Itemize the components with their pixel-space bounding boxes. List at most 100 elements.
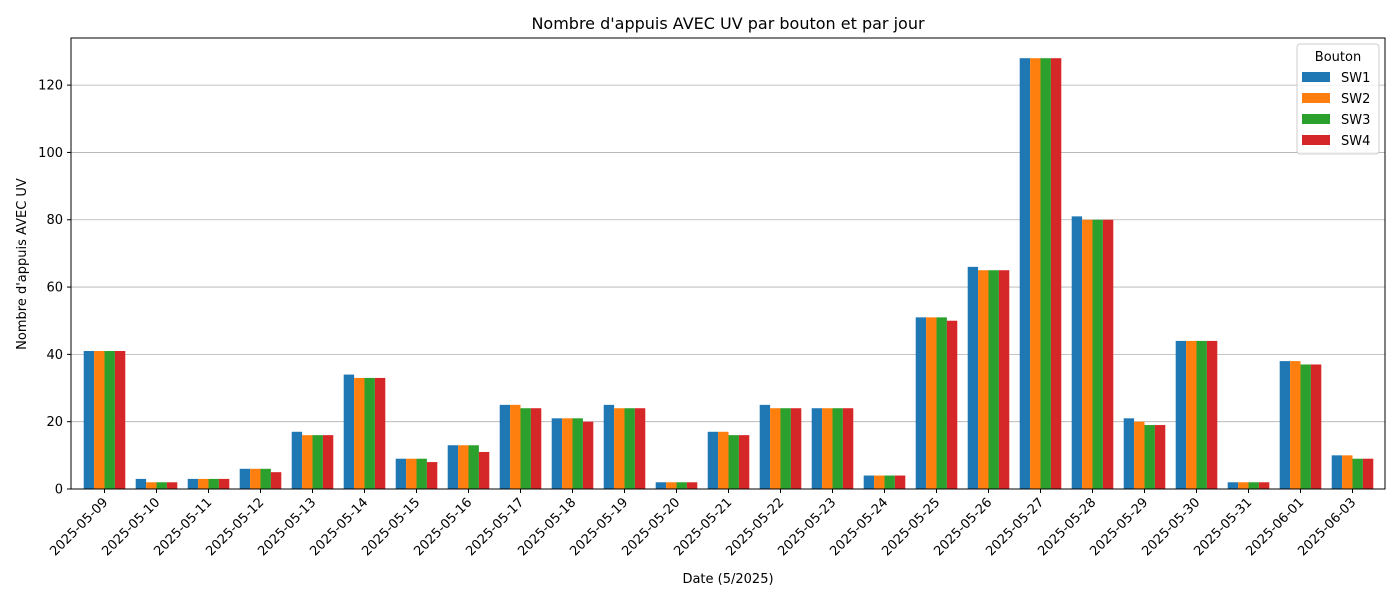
bar-sw2	[874, 475, 885, 489]
bar-sw2	[1082, 219, 1093, 489]
bar-sw1	[291, 431, 303, 489]
bar-sw3	[104, 351, 115, 489]
bar-sw2	[1342, 455, 1353, 489]
bar-sw4	[166, 482, 178, 489]
bar-sw2	[1290, 361, 1301, 489]
bar-sw4	[1258, 482, 1270, 489]
bar-sw2	[406, 458, 417, 489]
bar-sw4	[322, 435, 334, 489]
bar-sw1	[1175, 340, 1187, 489]
bar-sw4	[634, 408, 646, 489]
bar-sw1	[1071, 216, 1083, 489]
bar-sw2	[302, 435, 313, 489]
bar-sw1	[1331, 455, 1343, 489]
bar-sw4	[894, 475, 906, 489]
bar-sw3	[728, 435, 739, 489]
bar-sw2	[666, 482, 677, 489]
bar-sw1	[1279, 361, 1291, 489]
bar-sw3	[364, 377, 375, 489]
x-axis-label: Date (5/2025)	[682, 572, 773, 587]
legend-label-sw4: SW4	[1341, 134, 1370, 149]
bar-sw4	[114, 351, 126, 489]
bar-sw2	[354, 377, 365, 489]
bar-sw1	[551, 418, 563, 489]
legend-label-sw3: SW3	[1341, 113, 1370, 128]
y-tick-label: 20	[46, 415, 63, 430]
bar-sw3	[1300, 364, 1311, 489]
bar-sw1	[655, 482, 667, 489]
bar-sw2	[614, 408, 625, 489]
legend-box	[1296, 43, 1380, 155]
chart-title: Nombre d'appuis AVEC UV par bouton et pa…	[531, 14, 925, 33]
bar-sw1	[395, 458, 407, 489]
y-tick-label: 100	[38, 146, 63, 161]
bar-sw4	[686, 482, 698, 489]
y-axis: 0 20 40 60 80 100 120	[38, 79, 71, 498]
bar-sw1	[135, 478, 147, 489]
bar-sw3	[988, 270, 999, 489]
bar-sw4	[998, 270, 1010, 489]
bar-sw1	[1123, 418, 1135, 489]
bar-sw4	[1310, 364, 1322, 489]
bar-sw4	[270, 472, 282, 489]
y-tick-label: 120	[38, 79, 63, 94]
bar-sw4	[842, 408, 854, 489]
bar-sw4	[582, 421, 594, 489]
bar-sw1	[239, 468, 251, 489]
bar-sw1	[187, 478, 199, 489]
bar-sw3	[832, 408, 843, 489]
bar-sw1	[915, 317, 927, 489]
bar-sw1	[343, 374, 355, 489]
bar-sw4	[946, 320, 958, 489]
bar-sw2	[250, 468, 261, 489]
legend-swatch-sw1	[1302, 72, 1330, 82]
bar-sw4	[530, 408, 542, 489]
bar-sw3	[1144, 425, 1155, 489]
bar-sw2	[562, 418, 573, 489]
bar-sw2	[1134, 421, 1145, 489]
gridlines	[71, 84, 1385, 423]
y-tick-label: 60	[46, 281, 63, 296]
bar-sw2	[718, 431, 729, 489]
bar-sw4	[426, 462, 438, 489]
bar-sw3	[1352, 458, 1363, 489]
bar-sw1	[967, 266, 979, 489]
bar-sw4	[218, 478, 230, 489]
legend: Bouton SW1 SW2 SW3 SW4	[1296, 43, 1380, 155]
y-axis-label: Nombre d'appuis AVEC UV	[15, 178, 30, 350]
legend-swatch-sw3	[1302, 114, 1330, 124]
bar-sw2	[198, 478, 209, 489]
bar-sw2	[822, 408, 833, 489]
bar-sw3	[312, 435, 323, 489]
bar-sw4	[1102, 219, 1114, 489]
bar-sw2	[94, 351, 105, 489]
bar-sw4	[478, 451, 490, 489]
bar-sw1	[603, 404, 615, 489]
bar-sw3	[572, 418, 583, 489]
bar-sw2	[926, 317, 937, 489]
legend-label-sw2: SW2	[1341, 92, 1370, 107]
legend-title: Bouton	[1315, 50, 1361, 65]
bar-sw1	[1227, 482, 1239, 489]
bar-sw3	[468, 445, 479, 489]
bar-sw1	[1019, 58, 1031, 489]
bar-sw3	[1092, 219, 1103, 489]
bar-sw3	[208, 478, 219, 489]
bar-sw2	[1238, 482, 1249, 489]
bar-sw3	[884, 475, 895, 489]
bar-sw3	[624, 408, 635, 489]
bar-sw1	[759, 404, 771, 489]
bar-sw1	[707, 431, 719, 489]
legend-label-sw1: SW1	[1341, 71, 1370, 86]
y-tick-label: 40	[46, 348, 63, 363]
bar-sw3	[1040, 58, 1051, 489]
bar-sw3	[1196, 340, 1207, 489]
bar-sw2	[1030, 58, 1041, 489]
bar-sw3	[936, 317, 947, 489]
bar-sw3	[416, 458, 427, 489]
bar-sw2	[978, 270, 989, 489]
x-axis: 2025-05-092025-05-102025-05-112025-05-12…	[47, 489, 1359, 559]
bar-sw3	[780, 408, 791, 489]
bar-sw2	[146, 482, 157, 489]
